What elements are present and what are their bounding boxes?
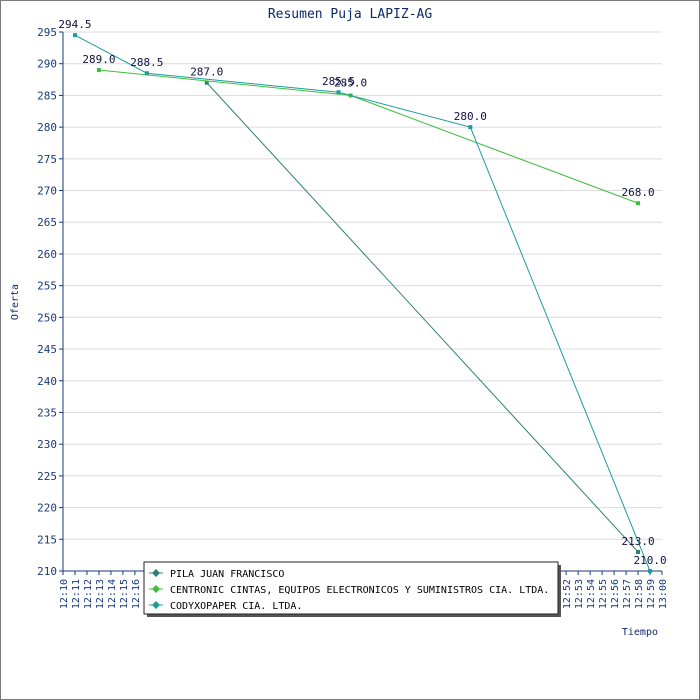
data-point [96, 68, 101, 73]
y-tick-label: 230 [37, 438, 57, 451]
y-tick-label: 275 [37, 153, 57, 166]
series-layer [72, 33, 653, 573]
legend-swatch-marker [152, 601, 160, 609]
x-tick-label: 12:54 [586, 579, 597, 609]
data-label: 289.0 [82, 53, 115, 66]
chart-title: Resumen Puja LAPIZ-AG [268, 7, 433, 22]
data-point [204, 80, 209, 85]
y-tick-label: 210 [37, 565, 57, 578]
x-tick-label: 12:58 [634, 579, 645, 609]
x-tick-label: 12:13 [95, 579, 106, 609]
y-tick-label: 290 [37, 58, 57, 71]
y-tick-label: 240 [37, 375, 57, 388]
y-tick-label: 295 [37, 26, 57, 39]
legend-entry: PILA JUAN FRANCISCO [170, 569, 284, 580]
series-2 [96, 68, 641, 206]
data-point [468, 125, 473, 130]
x-tick-label: 12:55 [598, 579, 609, 609]
data-point [636, 549, 641, 554]
legend-entry: CODYXOPAPER CIA. LTDA. [170, 601, 302, 612]
series-line [98, 69, 639, 204]
series-line [74, 34, 651, 572]
legend: PILA JUAN FRANCISCO CENTRONIC CINTAS, EQU… [143, 561, 561, 617]
x-tick-label: 12:10 [59, 579, 70, 609]
x-tick-label: 12:56 [610, 579, 621, 609]
x-tick-label: 12:12 [83, 579, 94, 609]
x-tick-label: 12:15 [119, 579, 130, 609]
x-tick-label: 12:53 [574, 579, 585, 609]
y-tick-label: 245 [37, 343, 57, 356]
y-tick-label: 260 [37, 248, 57, 261]
series-line [206, 82, 639, 553]
data-label: 213.0 [621, 535, 654, 548]
y-ticks: 210 215 220 225 230 235 240 245 250 255 260 265 270 2… [37, 26, 63, 578]
y-tick-label: 255 [37, 280, 57, 293]
data-label: 294.5 [58, 18, 91, 31]
y-tick-label: 225 [37, 470, 57, 483]
y-tick-label: 270 [37, 185, 57, 198]
grid [63, 31, 662, 572]
data-label: 287.0 [190, 66, 223, 79]
x-tick-label: 12:16 [131, 579, 142, 609]
data-point [336, 90, 341, 95]
data-point [72, 33, 77, 38]
x-tick-label: 12:14 [107, 579, 118, 609]
y-tick-label: 235 [37, 406, 57, 419]
y-tick-label: 280 [37, 121, 57, 134]
legend-swatch-marker [152, 585, 160, 593]
y-axis-label: Oferta [10, 284, 21, 320]
x-axis-label: Tiempo [622, 627, 658, 638]
axes [62, 32, 662, 572]
y-tick-label: 265 [37, 216, 57, 229]
x-tick-label: 13:00 [658, 579, 669, 609]
data-label: 288.5 [130, 56, 163, 69]
x-tick-label: 12:52 [562, 579, 573, 609]
data-label: 268.0 [621, 186, 654, 199]
series-3 [72, 33, 653, 573]
legend-swatch-marker [152, 569, 160, 577]
data-label: 285.5 [322, 75, 355, 88]
data-label: 280.0 [454, 110, 487, 123]
data-point [144, 71, 149, 76]
x-ticks: 12:10 12:11 12:12 12:13 12:14 12:15 12:16 12:52… [59, 571, 669, 609]
y-tick-label: 250 [37, 311, 57, 324]
x-tick-label: 12:59 [646, 579, 657, 609]
data-point [648, 569, 653, 573]
x-tick-label: 12:57 [622, 579, 633, 609]
legend-box [143, 561, 559, 615]
data-point [636, 201, 641, 206]
data-label: 210.0 [633, 554, 666, 567]
legend-entry: CENTRONIC CINTAS, EQUIPOS ELECTRONICOS Y… [170, 585, 549, 596]
series-1 [204, 80, 641, 554]
y-tick-label: 220 [37, 502, 57, 515]
data-label: 285.0 [334, 76, 367, 89]
y-tick-label: 215 [37, 533, 57, 546]
y-tick-label: 285 [37, 89, 57, 102]
x-tick-label: 12:11 [71, 579, 82, 609]
